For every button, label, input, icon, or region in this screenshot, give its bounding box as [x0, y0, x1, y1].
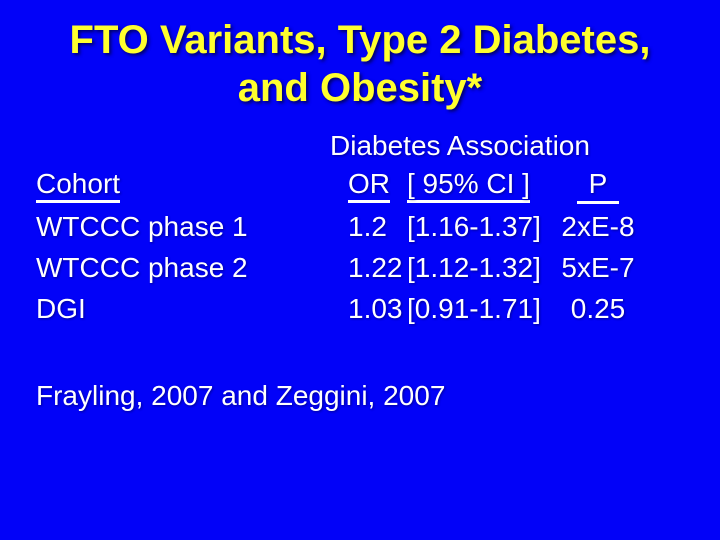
slide-title-line2: and Obesity* [237, 66, 483, 110]
column-header-p: P [543, 168, 653, 204]
table-header-row: Cohort OR [ 95% CI ] P [0, 168, 720, 204]
or-cell: 1.03 [348, 293, 403, 324]
cohort-cell: DGI [36, 293, 86, 324]
slide-title: FTO Variants, Type 2 Diabetes, and Obesi… [0, 16, 720, 112]
or-cell: 1.2 [348, 211, 387, 242]
table-row: DGI 1.03 [0.91-1.71] 0.25 [0, 293, 720, 327]
column-header-or-label: OR [348, 168, 390, 203]
column-header-cohort-label: Cohort [36, 168, 121, 203]
column-header-ci-label: [ 95% CI ] [407, 168, 530, 203]
or-cell: 1.22 [348, 252, 403, 283]
slide-title-line1: FTO Variants, Type 2 Diabetes, [69, 18, 651, 62]
column-header-ci: [ 95% CI ] [407, 168, 530, 203]
column-header-or: OR [348, 168, 390, 203]
p-cell: 0.25 [570, 293, 626, 324]
cohort-cell: WTCCC phase 1 [36, 211, 248, 242]
p-cell: 5xE-7 [561, 252, 635, 283]
column-header-cohort: Cohort [36, 168, 121, 203]
column-header-p-label: P [576, 168, 620, 204]
p-cell: 2xE-8 [561, 211, 635, 242]
table-row: WTCCC phase 2 1.22 [1.12-1.32] 5xE-7 [0, 252, 720, 286]
table-section-header: Diabetes Association [330, 130, 590, 161]
ci-cell: [1.12-1.32] [407, 252, 541, 283]
citation-text: Frayling, 2007 and Zeggini, 2007 [36, 380, 446, 411]
ci-cell: [0.91-1.71] [407, 293, 541, 324]
table-row: WTCCC phase 1 1.2 [1.16-1.37] 2xE-8 [0, 211, 720, 245]
cohort-cell: WTCCC phase 2 [36, 252, 248, 283]
ci-cell: [1.16-1.37] [407, 211, 541, 242]
